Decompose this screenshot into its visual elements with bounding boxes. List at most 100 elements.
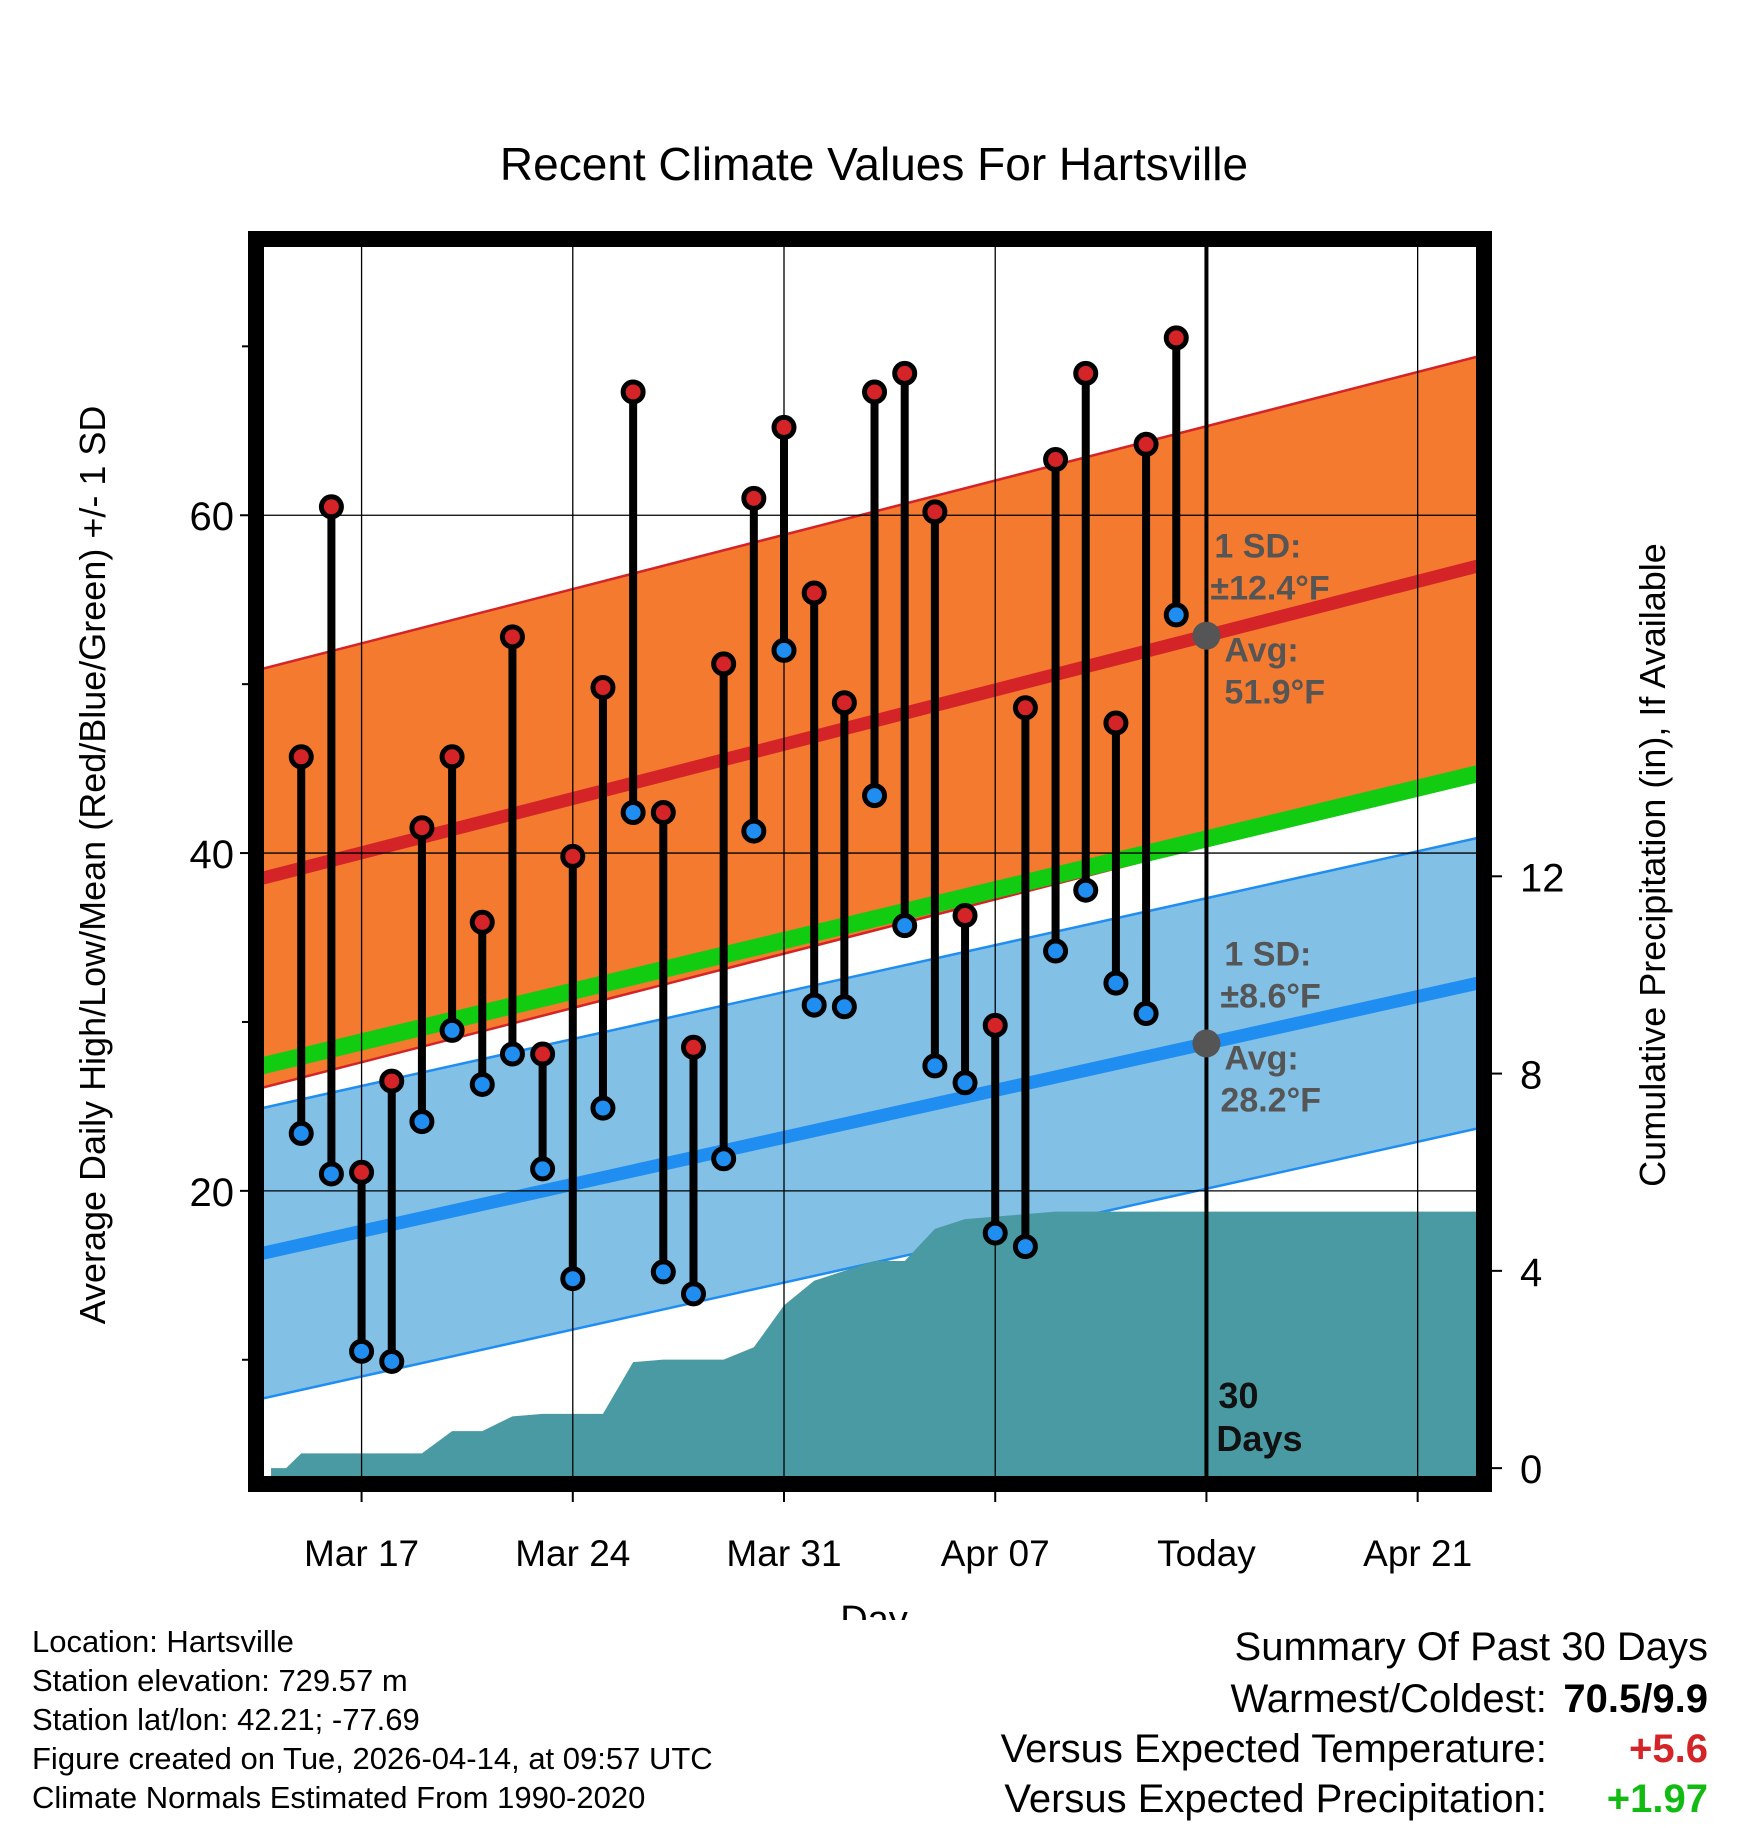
low-point-3	[349, 1338, 375, 1364]
high-point-26	[1043, 447, 1069, 473]
precip-cumulative-area	[271, 1211, 1478, 1478]
low-point-28	[1103, 970, 1129, 996]
created-text: Figure created on Tue, 2026-04-14, at 09…	[32, 1741, 713, 1776]
high-point-6	[439, 744, 465, 770]
low-point-2	[318, 1161, 344, 1187]
low-point-16	[741, 818, 767, 844]
latlon-text: Station lat/lon: 42.21; -77.69	[32, 1702, 420, 1737]
low-point-29	[1133, 1001, 1159, 1027]
low-point-1	[288, 1120, 314, 1146]
precip-label: Versus Expected Precipitation:	[1004, 1777, 1547, 1821]
high-point-28	[1103, 710, 1129, 736]
low-point-21	[892, 913, 918, 939]
y-axis-label-right: Cumulative Precipitation (in), If Availa…	[1632, 543, 1673, 1187]
high-point-29	[1133, 431, 1159, 457]
low-point-18	[801, 992, 827, 1018]
mean-line	[262, 765, 1478, 1075]
y-right-label-0: 0	[1520, 1448, 1542, 1492]
high-sd-band-upper-edge	[262, 355, 1478, 671]
y-right-label-1: 4	[1520, 1251, 1542, 1295]
low-point-24	[982, 1220, 1008, 1246]
low-avg-label: Avg:	[1224, 1039, 1298, 1077]
temp-value: +5.6	[1629, 1727, 1708, 1771]
climate-chart: Recent Climate Values For Hartsville 1 S…	[72, 138, 1673, 1620]
high-point-24	[982, 1012, 1008, 1038]
low-point-19	[831, 994, 857, 1020]
low-point-25	[1012, 1234, 1038, 1260]
low-point-8	[499, 1041, 525, 1067]
low-point-11	[590, 1095, 616, 1121]
low-point-17	[771, 637, 797, 663]
high-point-15	[711, 651, 737, 677]
y-left-label-2: 60	[190, 495, 235, 539]
elevation-text: Station elevation: 729.57 m	[32, 1663, 408, 1698]
avg-high-line	[262, 559, 1478, 885]
high-point-3	[349, 1159, 375, 1185]
high-sd-label: 1 SD:	[1214, 528, 1301, 566]
temp-row: Versus Expected Temperature: +5.6	[1001, 1724, 1708, 1774]
high-point-4	[379, 1068, 405, 1094]
low-point-7	[469, 1071, 495, 1097]
high-point-10	[560, 843, 586, 869]
normals-text: Climate Normals Estimated From 1990-2020	[32, 1780, 646, 1815]
high-point-11	[590, 675, 616, 701]
x-label-1: Mar 24	[515, 1533, 630, 1574]
axes: 20 40 60 0 4 8 12 Mar 17 Mar 24 Mar 31 Apr 07 Today…	[190, 231, 1565, 1574]
high-point-12	[620, 379, 646, 405]
high-point-17	[771, 414, 797, 440]
low-point-22	[922, 1053, 948, 1079]
high-point-1	[288, 744, 314, 770]
warm-cold-value: 70.5/9.9	[1563, 1677, 1708, 1721]
temp-label: Versus Expected Temperature:	[1000, 1727, 1547, 1771]
y-left-label-1: 40	[190, 833, 235, 877]
low-point-5	[409, 1109, 435, 1135]
x-label-5: Apr 21	[1363, 1533, 1472, 1574]
high-point-7	[469, 909, 495, 935]
high-point-22	[922, 499, 948, 525]
y-right-label-2: 8	[1520, 1054, 1542, 1098]
high-point-16	[741, 485, 767, 511]
x-label-2: Mar 31	[726, 1533, 841, 1574]
x-axis-label: Day	[840, 1599, 908, 1620]
y-left-label-0: 20	[190, 1171, 235, 1215]
summary-panel: Summary Of Past 30 Days Warmest/Coldest:…	[1001, 1620, 1708, 1824]
low-point-20	[862, 783, 888, 809]
warm-cold-label: Warmest/Coldest:	[1230, 1677, 1547, 1721]
x-label-0: Mar 17	[304, 1533, 419, 1574]
high-point-25	[1012, 695, 1038, 721]
high-point-23	[952, 903, 978, 929]
precip-value: +1.97	[1606, 1777, 1708, 1821]
high-point-18	[801, 580, 827, 606]
high-point-19	[831, 690, 857, 716]
precip-row: Versus Expected Precipitation: +1.97	[1001, 1774, 1708, 1824]
band-annotations: 1 SD: ±12.4°F Avg: 51.9°F 1 SD: ±8.6°F Avg: 28.…	[1192, 528, 1330, 1459]
today-days-count: 30	[1218, 1375, 1258, 1416]
low-point-10	[560, 1266, 586, 1292]
low-point-9	[530, 1156, 556, 1182]
high-point-27	[1073, 360, 1099, 386]
plot-frame	[248, 231, 1492, 1492]
low-point-23	[952, 1070, 978, 1096]
low-point-12	[620, 800, 646, 826]
high-point-2	[318, 494, 344, 520]
high-point-20	[862, 379, 888, 405]
high-point-9	[530, 1041, 556, 1067]
grid-lines	[262, 245, 1478, 1478]
low-point-6	[439, 1017, 465, 1043]
high-point-5	[409, 815, 435, 841]
low-point-26	[1043, 938, 1069, 964]
low-point-27	[1073, 877, 1099, 903]
high-sd-value: ±12.4°F	[1210, 570, 1329, 608]
x-label-4: Today	[1157, 1533, 1256, 1574]
high-point-21	[892, 360, 918, 386]
y-axis-label-left: Average Daily High/Low/Mean (Red/Blue/Gr…	[72, 406, 113, 1325]
high-avg-marker	[1192, 621, 1221, 650]
high-avg-label: Avg:	[1224, 632, 1298, 670]
chart-title: Recent Climate Values For Hartsville	[500, 138, 1248, 190]
low-avg-value: 28.2°F	[1220, 1081, 1321, 1119]
today-days-label: Days	[1216, 1418, 1302, 1459]
x-label-3: Apr 07	[941, 1533, 1050, 1574]
low-avg-marker	[1192, 1029, 1221, 1058]
high-point-14	[680, 1034, 706, 1060]
avg-low-line	[262, 976, 1478, 1260]
